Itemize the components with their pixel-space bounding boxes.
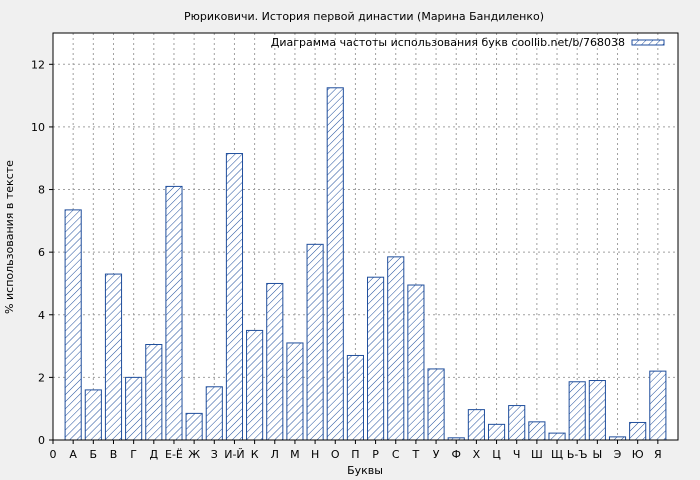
bar-З — [205, 386, 223, 441]
bar-Е-Ё — [165, 185, 183, 441]
y-axis: 0 2 4 6 8 10 12 — [31, 58, 53, 447]
y-tick-label: 12 — [31, 58, 45, 71]
legend-label: Диаграмма частоты использования букв coo… — [271, 36, 625, 49]
x-tick-label: Ч — [513, 448, 521, 461]
bar-Р — [367, 276, 385, 441]
x-tick-label: 0 — [50, 448, 57, 461]
y-tick-label: 2 — [38, 371, 45, 384]
plot-frame — [52, 32, 679, 441]
x-tick-label: Х — [473, 448, 481, 461]
x-tick-label: Б — [90, 448, 98, 461]
x-tick-label: Ф — [451, 448, 460, 461]
bar-С — [387, 256, 405, 441]
x-tick-label: Е-Ё — [165, 448, 183, 461]
bar-Г — [125, 376, 143, 441]
bar-Ц — [487, 423, 506, 441]
bar-Б — [84, 389, 102, 441]
x-tick-label: П — [351, 448, 359, 461]
chart-title: Рюриковичи. История первой династии (Мар… — [184, 10, 544, 23]
bar-О — [326, 87, 344, 441]
bar-Н — [306, 243, 324, 441]
x-tick-label: З — [211, 448, 218, 461]
bar-Ы — [588, 380, 606, 441]
bar-К — [246, 329, 264, 441]
bar-Ш — [528, 421, 546, 441]
bar-Ж — [185, 412, 203, 441]
bar-Щ — [548, 432, 566, 441]
y-tick-label: 0 — [38, 434, 45, 447]
x-tick-label: Ц — [492, 448, 501, 461]
y-tick-label: 6 — [38, 246, 45, 259]
grid — [53, 33, 678, 440]
x-tick-label: Г — [130, 448, 137, 461]
x-tick-label: О — [331, 448, 340, 461]
legend: Диаграмма частоты использования букв coo… — [271, 36, 665, 49]
x-tick-label: Р — [372, 448, 379, 461]
bar-Д — [145, 344, 163, 441]
x-axis: 0 А Б В Г Д Е-Ё Ж З И-Й К Л М Н О П Р С Т У Ф Х Ц Ч Ш Щ Ь-Ъ Ы Э Ю Я — [50, 440, 662, 461]
x-tick-label: У — [433, 448, 440, 461]
bar-Т — [407, 284, 425, 441]
x-tick-label: М — [290, 448, 300, 461]
bar-Ю — [629, 421, 647, 441]
x-tick-label: В — [110, 448, 118, 461]
x-tick-label: Л — [271, 448, 279, 461]
x-tick-label: Ж — [188, 448, 200, 461]
x-tick-label: Я — [654, 448, 662, 461]
bar-И-Й — [225, 153, 244, 441]
bar-Л — [266, 282, 284, 441]
x-tick-label: Э — [614, 448, 622, 461]
y-tick-label: 8 — [38, 184, 45, 197]
x-tick-label: Н — [311, 448, 319, 461]
bar-Ь-Ъ — [568, 381, 586, 441]
x-tick-label: Ы — [592, 448, 602, 461]
x-tick-label: А — [69, 448, 77, 461]
bar-П — [346, 354, 364, 441]
x-tick-label: Т — [412, 448, 420, 461]
x-tick-label: Ь-Ъ — [567, 448, 588, 461]
x-tick-label: И-Й — [224, 448, 244, 461]
bar-Х — [467, 409, 485, 441]
x-tick-label: К — [251, 448, 259, 461]
bar-А — [64, 209, 82, 441]
x-tick-label: Ш — [531, 448, 543, 461]
x-axis-label: Буквы — [347, 464, 383, 477]
x-tick-label: Щ — [551, 448, 563, 461]
y-tick-label: 10 — [31, 121, 45, 134]
x-tick-label: Д — [150, 448, 159, 461]
x-tick-label: Ю — [632, 448, 644, 461]
bar-Ч — [508, 405, 526, 441]
y-tick-label: 4 — [38, 309, 45, 322]
x-tick-label: С — [392, 448, 400, 461]
bar-В — [104, 273, 123, 441]
y-axis-label: % использования в тексте — [3, 160, 16, 314]
legend-swatch — [631, 39, 665, 46]
bar-Я — [649, 370, 667, 441]
bar-У — [427, 368, 445, 441]
bar-М — [286, 342, 304, 441]
